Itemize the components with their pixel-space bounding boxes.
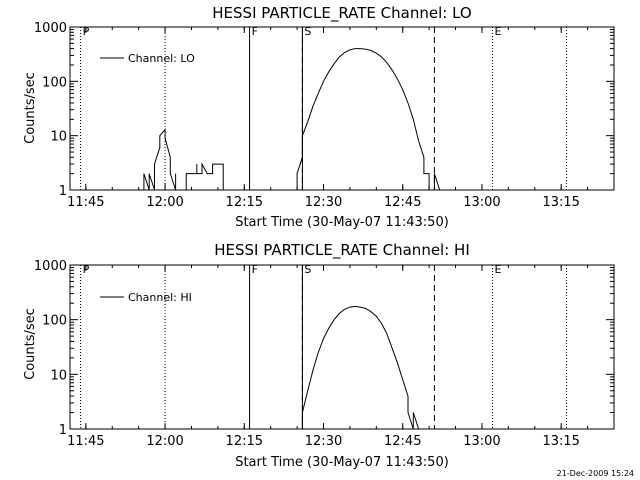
event-marker-label: F xyxy=(252,263,258,276)
x-tick-label: 13:15 xyxy=(542,195,579,210)
hi-channel-panel: HESSI PARTICLE_RATE Channel: HI Counts/s… xyxy=(23,241,615,470)
plot-area: 11:45 12:00 12:15 12:30 12:45 13:00 13:15 1 10 10… xyxy=(34,259,615,449)
y-tick-label: 10 xyxy=(50,368,67,383)
event-marker-label: E xyxy=(495,25,502,38)
legend-label: Channel: LO xyxy=(128,52,195,65)
x-tick-label: 12:45 xyxy=(384,195,421,210)
y-tick-label: 100 xyxy=(42,314,67,329)
lo-channel-panel: HESSI PARTICLE_RATE Channel: LO Counts/s… xyxy=(23,4,615,230)
plot-area: 11:45 12:00 12:15 12:30 12:45 13:00 13:15 1 10 10… xyxy=(34,21,615,210)
x-tick-label: 12:00 xyxy=(146,195,183,210)
x-tick-label: 11:45 xyxy=(67,195,104,210)
x-tick-label: 12:30 xyxy=(305,434,342,449)
x-tick-label: 12:15 xyxy=(226,195,263,210)
series-line xyxy=(143,128,177,191)
x-tick-label: 12:15 xyxy=(226,434,263,449)
series-line xyxy=(185,162,224,190)
x-tick-label: 12:00 xyxy=(146,434,183,449)
y-tick-label: 1 xyxy=(59,423,67,438)
event-marker-label: S xyxy=(304,263,311,276)
x-tick-label: 13:15 xyxy=(542,434,579,449)
x-tick-label: 11:45 xyxy=(67,434,104,449)
plot-frame xyxy=(69,26,615,191)
x-tick-label: 12:45 xyxy=(384,434,421,449)
timestamp: 21-Dec-2009 15:24 xyxy=(557,469,634,478)
chart-title: HESSI PARTICLE_RATE Channel: HI xyxy=(214,241,470,260)
x-tick-label: 13:00 xyxy=(463,195,500,210)
series-line xyxy=(296,48,430,190)
x-axis-label: Start Time (30-May-07 11:43:50) xyxy=(235,215,449,230)
x-tick-label: 12:30 xyxy=(305,195,342,210)
event-marker-label: E xyxy=(495,263,502,276)
plot-frame xyxy=(69,264,615,430)
y-tick-label: 10 xyxy=(50,130,67,145)
x-tick-label: 13:00 xyxy=(463,434,500,449)
event-marker-label: F xyxy=(252,25,258,38)
event-marker-label: S xyxy=(304,25,311,38)
y-tick-label: 1 xyxy=(59,184,67,199)
event-marker-label: P xyxy=(83,263,90,276)
y-axis-label: Counts/sec xyxy=(23,308,38,380)
x-axis-label: Start Time (30-May-07 11:43:50) xyxy=(235,455,449,470)
chart-title: HESSI PARTICLE_RATE Channel: LO xyxy=(212,4,471,23)
y-tick-label: 1000 xyxy=(34,21,67,36)
event-marker-label: P xyxy=(83,25,90,38)
y-tick-label: 100 xyxy=(42,75,67,90)
series-line xyxy=(433,173,441,191)
series-line xyxy=(301,305,420,430)
y-tick-label: 1000 xyxy=(34,259,67,274)
legend-label: Channel: HI xyxy=(128,291,192,304)
y-axis-label: Counts/sec xyxy=(23,72,38,144)
legend: Channel: HI xyxy=(100,291,192,304)
legend: Channel: LO xyxy=(100,52,195,65)
